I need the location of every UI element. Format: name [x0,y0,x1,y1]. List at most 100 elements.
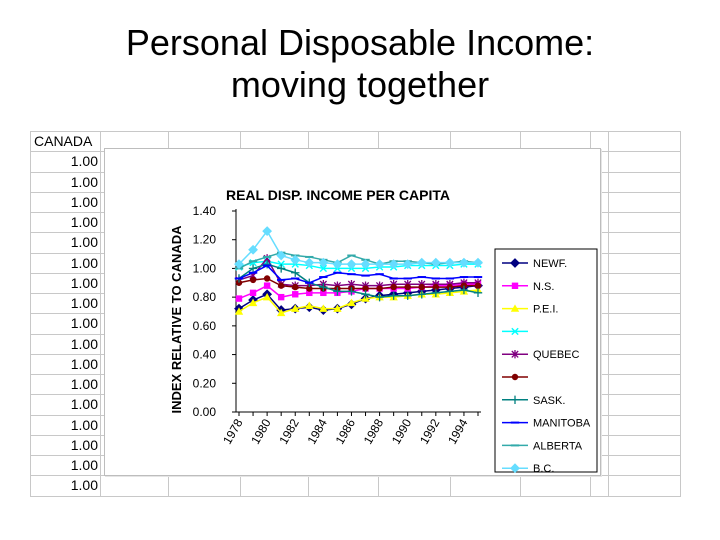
legend-item: B.C. [502,463,554,475]
data-point [306,285,313,292]
grid-column-line [30,131,31,497]
data-point [473,257,483,268]
legend-item [502,373,528,381]
data-point [403,291,412,300]
cell-value[interactable]: 1.00 [70,174,98,190]
data-point [444,257,455,268]
legend-label: ALBERTA [533,440,583,452]
data-point [416,257,427,268]
data-point [417,290,426,299]
data-point [248,298,258,307]
legend-label: QUEBEC [533,349,580,361]
x-tick-label: 1990 [389,416,415,446]
data-point [404,283,411,291]
y-tick-label: 0.20 [193,376,217,390]
data-point [333,287,342,296]
data-point [360,259,371,270]
data-point [276,250,287,261]
cell-value[interactable]: 1.00 [70,295,98,311]
slide-title-line-1: Personal Disposable Income: [125,22,595,63]
legend-label: B.C. [533,463,554,475]
column-header-canada: CANADA [34,133,93,149]
data-point [319,282,328,292]
cell-value[interactable]: 1.00 [70,315,98,331]
legend-item: ALBERTA [502,440,583,452]
y-axis-label: INDEX RELATIVE TO CANADA [169,225,184,414]
cell-value[interactable]: 1.00 [70,376,98,392]
data-point [361,290,370,299]
data-point [432,283,440,291]
cell-value[interactable]: 1.00 [70,194,98,210]
data-point [305,301,314,309]
data-point [374,259,385,270]
data-point [249,289,257,297]
cell-value[interactable]: 1.00 [70,255,98,271]
cell-value[interactable]: 1.00 [70,396,98,412]
data-point [376,285,383,292]
data-point [263,275,271,282]
data-point [277,260,285,268]
cell-value[interactable]: 1.00 [70,437,98,453]
legend-label: NEWF. [533,258,567,270]
series-line [238,229,478,265]
series-sask [234,259,483,302]
data-point [304,257,315,268]
legend-marker [510,395,520,404]
grid-row-line [30,131,680,132]
legend-item [502,327,528,336]
data-point [430,257,441,268]
cell-value[interactable]: 1.00 [70,153,98,169]
legend-marker [510,304,520,312]
slide-title-line-2: moving together [230,64,490,105]
legend-label: N.S. [533,281,554,293]
legend-marker [510,258,520,268]
cell-value[interactable]: 1.00 [70,234,98,250]
legend-item: N.S. [502,281,554,293]
data-point [362,285,369,292]
x-tick-label: 1992 [417,416,443,446]
data-point [445,287,455,296]
data-point [474,282,482,289]
legend-label: SASK. [533,395,565,407]
legend-marker [511,282,519,289]
grid-column-line [680,131,681,497]
data-point [235,279,243,286]
legend-marker [510,463,520,474]
x-tick-label: 1988 [361,416,387,446]
cell-value[interactable]: 1.00 [70,275,98,291]
data-point [347,298,356,307]
x-tick-label: 1994 [445,416,471,446]
x-tick-label: 1982 [276,416,302,446]
data-point [319,304,328,312]
y-tick-label: 0.40 [193,348,217,362]
cell-value[interactable]: 1.00 [70,417,98,433]
data-point [347,287,356,296]
cell-value[interactable]: 1.00 [70,214,98,230]
data-point [402,259,413,270]
legend-label: P.E.I. [533,304,558,316]
legend-marker [511,373,519,381]
x-tick-label: 1980 [248,416,274,446]
x-tick-label: 1984 [304,416,330,446]
data-point [390,283,397,291]
series-line [238,289,479,314]
x-tick-label: 1978 [220,416,246,446]
data-point [235,295,243,302]
cell-value[interactable]: 1.00 [70,336,98,352]
data-point [263,282,271,289]
data-point [291,304,300,312]
data-point [318,257,329,268]
cell-value[interactable]: 1.00 [70,356,98,372]
data-point [375,292,384,302]
data-point [276,308,286,317]
grid-row-line [30,496,680,497]
data-point [291,268,300,277]
legend: NEWF. N.S. P.E.I. QUEBEC SASK. MANITOBA ALBERT… [494,248,598,475]
cell-value[interactable]: 1.00 [70,477,98,493]
series-manitoba [234,264,483,284]
cell-value[interactable]: 1.00 [70,457,98,473]
y-tick-label: 1.20 [193,233,217,247]
legend-label: MANITOBA [533,418,591,430]
legend-item: NEWF. [502,258,567,270]
data-point [262,292,272,301]
